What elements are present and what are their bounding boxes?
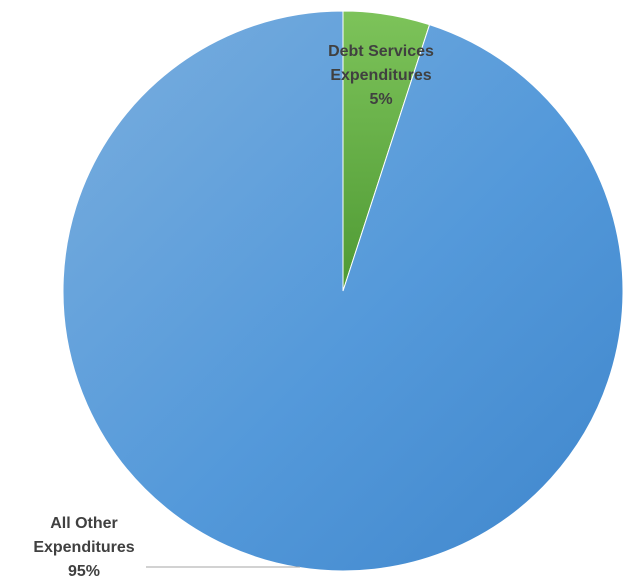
label-all-other: All Other Expenditures 95%: [33, 515, 300, 580]
pie-slice-all-other-expenditures: [62, 10, 624, 572]
debt-label-line-1: Debt Services: [328, 43, 434, 60]
other-label-line-2: Expenditures: [33, 539, 134, 556]
debt-label-line-2: Expenditures: [330, 67, 431, 84]
debt-percent-label: 5%: [369, 91, 392, 108]
label-debt-services: Debt Services Expenditures 5%: [328, 43, 434, 108]
pie-slices: [62, 10, 624, 572]
other-label-line-1: All Other: [50, 515, 118, 532]
other-percent-label: 95%: [68, 563, 100, 580]
